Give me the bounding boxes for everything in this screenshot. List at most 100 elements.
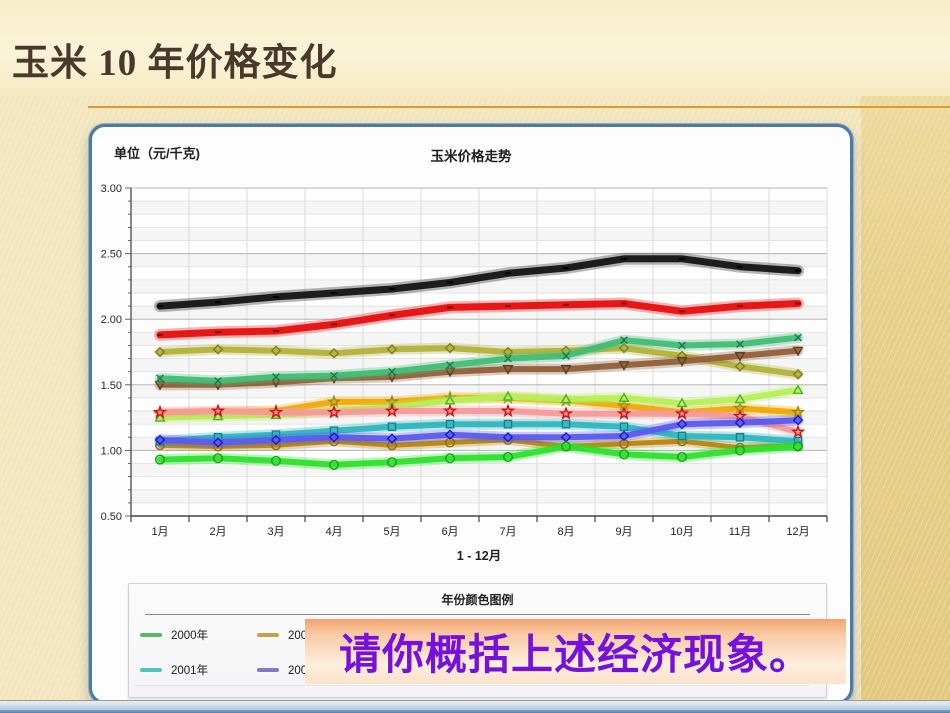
data-point-marker [734, 393, 746, 404]
series-line [157, 334, 801, 384]
series-line [156, 300, 802, 339]
x-axis-label: 1 - 12月 [457, 549, 501, 563]
x-tick-label: 8月 [557, 526, 574, 538]
x-tick-label: 9月 [615, 526, 632, 538]
data-point-marker [326, 394, 342, 408]
top-band [0, 0, 950, 96]
series-line [157, 408, 801, 435]
data-point-marker [734, 417, 746, 429]
data-point-marker [328, 459, 339, 470]
data-point-marker [561, 419, 571, 429]
prompt-overlay: 请你概括上述经济现象。 [305, 619, 846, 684]
x-tick-label: 3月 [267, 526, 284, 538]
y-tick-label: 1.50 [101, 380, 122, 392]
y-tick-label: 0.50 [101, 511, 122, 523]
data-point-marker [734, 361, 746, 372]
x-tick-label: 5月 [383, 526, 400, 538]
data-point-marker [734, 351, 746, 362]
x-tick-label: 1月 [151, 526, 168, 538]
chart-title: 玉米价格走势 [430, 149, 512, 164]
data-point-marker [270, 345, 282, 356]
data-point-marker [502, 390, 514, 401]
data-point-marker [561, 441, 572, 452]
data-point-marker [794, 333, 802, 342]
data-point-marker [502, 365, 514, 375]
data-point-marker [503, 419, 513, 429]
data-point-marker [792, 384, 804, 395]
data-point-marker [503, 451, 514, 462]
x-tick-label: 11月 [729, 526, 751, 538]
x-tick-label: 7月 [499, 526, 516, 538]
data-point-marker [330, 371, 338, 380]
data-point-marker [154, 346, 166, 358]
y-unit-label: 单位（元/千克) [114, 146, 200, 161]
data-point-marker [677, 431, 687, 441]
legend-item: 2000年 [140, 624, 257, 646]
legend-swatch [140, 668, 162, 672]
data-point-marker [212, 437, 224, 448]
series-line [157, 437, 801, 451]
data-point-marker [618, 342, 630, 354]
y-tick-label: 3.00 [101, 183, 122, 195]
data-point-marker [328, 431, 340, 443]
data-point-marker [790, 424, 806, 439]
title-divider [88, 106, 950, 108]
bottom-bar-line [0, 700, 950, 701]
data-point-marker [446, 361, 454, 370]
x-tick-label: 12月 [786, 526, 809, 538]
data-point-marker [328, 348, 340, 359]
data-point-marker [616, 406, 632, 420]
chart-panel: 单位（元/千克) 玉米价格走势 3.00 2.50 2.00 1.50 1.00 0.50… [89, 124, 853, 704]
data-point-marker [272, 373, 280, 381]
legend-swatch [257, 633, 279, 637]
x-tick-label: 10月 [670, 526, 693, 538]
data-point-marker [792, 369, 804, 380]
x-tick-label: 6月 [441, 526, 458, 538]
legend-label: 2001年 [171, 665, 209, 677]
bottom-bar-light [0, 701, 950, 703]
data-point-marker [444, 367, 456, 378]
data-point-marker [677, 451, 688, 462]
data-point-marker [618, 361, 630, 371]
data-point-marker [212, 344, 224, 355]
data-point-marker [387, 457, 398, 468]
data-point-marker [792, 346, 804, 357]
data-point-marker [500, 403, 516, 418]
data-point-marker [560, 365, 572, 375]
data-point-marker [386, 433, 398, 444]
data-point-marker [155, 454, 166, 465]
series-line [157, 443, 801, 468]
data-point-marker [676, 418, 688, 430]
data-point-marker [618, 430, 630, 442]
data-point-marker [792, 414, 804, 426]
data-point-marker [736, 340, 744, 349]
bottom-bar-blue [0, 703, 950, 710]
data-point-marker [558, 406, 574, 420]
data-point-marker [152, 404, 168, 419]
y-tick-label: 2.50 [101, 249, 122, 261]
data-point-marker [619, 422, 629, 432]
data-point-marker [793, 441, 804, 452]
data-point-marker [445, 453, 456, 464]
data-point-marker [445, 419, 455, 429]
data-point-marker [210, 403, 226, 418]
data-point-marker [674, 406, 690, 420]
data-point-marker [384, 403, 400, 418]
data-point-marker [154, 380, 166, 391]
data-point-marker [154, 411, 166, 422]
series-line [157, 421, 801, 445]
legend-swatch [140, 633, 162, 637]
series-line [157, 347, 801, 388]
prompt-text: 请你概括上述经济现象。 [338, 631, 812, 678]
series-line [157, 417, 801, 446]
x-tick-label: 2月 [209, 526, 226, 538]
data-point-marker [676, 357, 688, 367]
data-point-marker [388, 367, 396, 376]
legend-title-divider [145, 614, 810, 615]
data-point-marker [154, 434, 166, 446]
legend-label: 2000年 [171, 630, 209, 642]
data-point-marker [735, 432, 745, 442]
legend-row-separator [133, 685, 810, 686]
right-decorative-band [861, 96, 950, 713]
